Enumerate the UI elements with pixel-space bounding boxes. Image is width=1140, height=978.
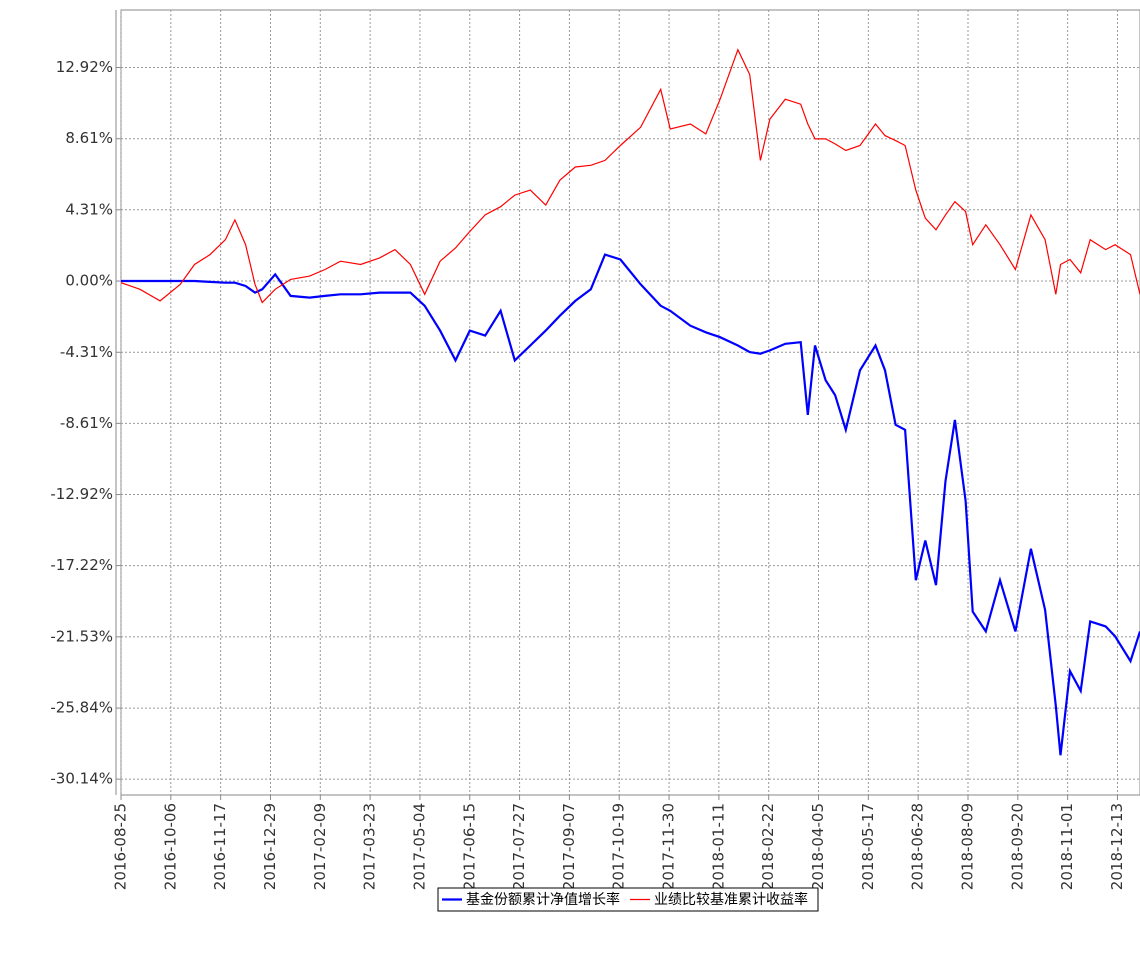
x-tick-label: 2018-11-01 xyxy=(1058,803,1076,890)
y-tick-label: -12.92% xyxy=(50,485,113,503)
x-tick-label: 2018-12-13 xyxy=(1108,803,1126,890)
y-tick-label: 4.31% xyxy=(65,200,113,218)
x-tick-label: 2018-02-22 xyxy=(759,803,777,890)
plot-area xyxy=(120,9,1140,796)
x-tick-label: 2018-08-09 xyxy=(958,803,976,890)
series-line xyxy=(121,48,1140,304)
y-tick-label: -21.53% xyxy=(50,627,113,645)
y-tick-label: -30.14% xyxy=(50,770,113,788)
x-tick-label: 2017-06-15 xyxy=(460,803,478,890)
x-tick-label: 2016-10-06 xyxy=(161,803,179,890)
y-tick-label: -4.31% xyxy=(60,343,113,361)
x-tick-label: 2017-03-23 xyxy=(361,803,379,890)
y-tick-label: 8.61% xyxy=(65,129,113,147)
x-tick-label: 2017-11-30 xyxy=(660,803,678,890)
x-tick-label: 2018-01-11 xyxy=(709,803,727,890)
x-tick-label: 2018-04-05 xyxy=(809,803,827,890)
x-tick-label: 2017-09-07 xyxy=(560,803,578,890)
series-line xyxy=(121,253,1140,756)
x-tick-label: 2018-05-17 xyxy=(859,803,877,890)
x-tick-label: 2016-08-25 xyxy=(112,803,130,890)
x-tick-label: 2017-10-19 xyxy=(610,803,628,890)
x-tick-label: 2016-12-29 xyxy=(261,803,279,890)
y-tick-label: 12.92% xyxy=(56,58,113,76)
y-tick-label: -8.61% xyxy=(60,414,113,432)
x-tick-label: 2017-07-27 xyxy=(510,803,528,890)
x-tick-label: 2018-09-20 xyxy=(1008,803,1026,890)
legend-text: 业绩比较基准累计收益率 xyxy=(654,891,808,908)
x-tick-label: 2017-05-04 xyxy=(410,803,428,890)
legend: 基金份额累计净值增长率 业绩比较基准累计收益率 xyxy=(437,887,819,912)
y-tick-label: -17.22% xyxy=(50,556,113,574)
x-tick-label: 2018-06-28 xyxy=(909,803,927,890)
legend-box xyxy=(437,887,819,912)
y-tick-label: -25.84% xyxy=(50,699,113,717)
x-tick-label: 2016-11-17 xyxy=(211,803,229,890)
legend-text: 基金份额累计净值增长率 xyxy=(466,891,620,908)
y-tick-label: 0.00% xyxy=(65,272,113,290)
x-tick-label: 2017-02-09 xyxy=(311,803,329,890)
